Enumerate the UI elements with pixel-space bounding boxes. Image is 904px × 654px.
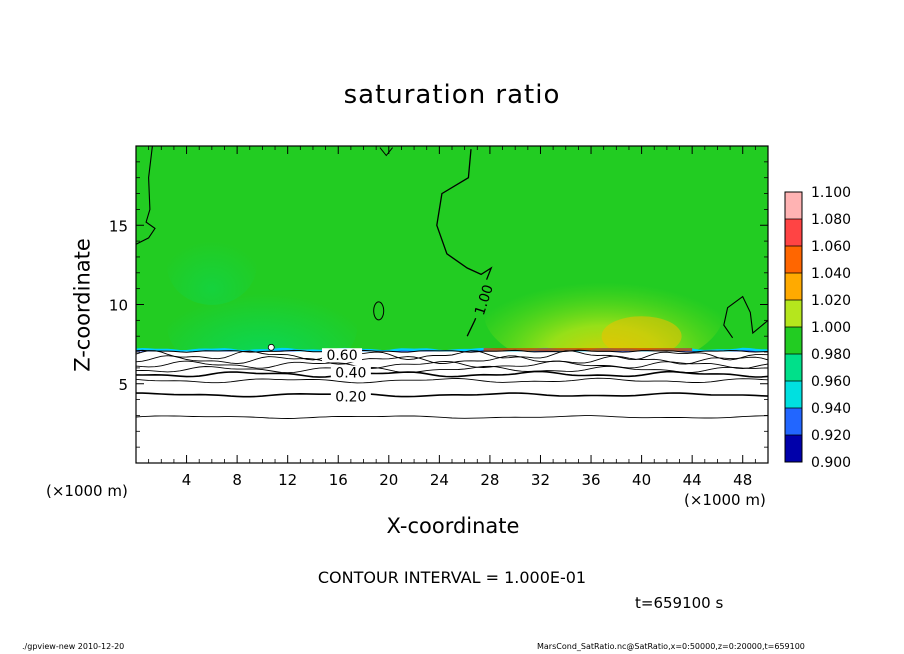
- colorbar-label: 1.060: [811, 239, 851, 255]
- x-tick-label: 48: [733, 471, 752, 489]
- colorbar-label: 1.000: [811, 320, 851, 336]
- x-axis-label: X-coordinate: [386, 514, 520, 538]
- colorbar-label: 1.040: [811, 266, 851, 282]
- contour-line: [136, 377, 768, 384]
- z-unit-label: (×1000 m): [46, 482, 128, 500]
- field-supersaturated-core: [601, 316, 682, 357]
- boundary-orange-streak: [483, 348, 693, 352]
- colorbar-label: 0.900: [811, 455, 851, 471]
- contour-1-00-top-notch: [379, 147, 393, 157]
- colorbar-label: 0.920: [811, 428, 851, 444]
- contour-interval-text: CONTOUR INTERVAL = 1.000E-01: [317, 568, 587, 587]
- contour-1-00-left: [136, 146, 156, 245]
- x-tick-label: 24: [430, 471, 449, 489]
- x-tick-label: 8: [232, 471, 242, 489]
- colorbar-label: 0.980: [811, 347, 851, 363]
- contour-label-bg: [330, 389, 371, 404]
- colorbar-label: 1.100: [811, 185, 851, 201]
- contour-line-1-00-bottom: [136, 349, 768, 353]
- contour-line: [136, 415, 768, 419]
- x-tick-label: 20: [379, 471, 398, 489]
- x-tick-label: 16: [329, 471, 348, 489]
- field-subsaturated-region: [136, 351, 768, 463]
- y-tick-label: 15: [109, 217, 128, 235]
- colorbar-swatch: [785, 435, 802, 462]
- x-unit-label: (×1000 m): [684, 491, 766, 509]
- colorbar-swatch: [785, 273, 802, 300]
- y-tick-label: 5: [118, 376, 128, 394]
- contour-line: [136, 350, 768, 361]
- contour-line: [136, 360, 768, 369]
- contour-label: 0.20: [335, 389, 366, 405]
- x-tick-label: 32: [531, 471, 550, 489]
- x-tick-label: 36: [581, 471, 600, 489]
- contour-line: [136, 392, 768, 398]
- colorbar-label: 0.940: [811, 401, 851, 417]
- time-label: t=659100 s: [635, 594, 724, 612]
- x-tick-label: 4: [182, 471, 192, 489]
- colorbar-swatch: [785, 327, 802, 354]
- colorbar-swatch: [785, 354, 802, 381]
- colorbar: 1.100 1.080 1.060 1.040 1.020 1.000 0.980 0.960…: [784, 185, 851, 471]
- colorbar-label: 1.080: [811, 212, 851, 228]
- colorbar-label: 0.960: [811, 374, 851, 390]
- contour-label-bg: [322, 348, 363, 363]
- field-near-saturated-patch-2: [166, 224, 257, 305]
- footer-right: MarsCond_SatRatio.nc@SatRatio,x=0:50000,…: [537, 642, 805, 651]
- contour-small-bubble: [267, 343, 275, 351]
- colorbar-swatch: [785, 300, 802, 327]
- chart-title: saturation ratio: [343, 80, 561, 110]
- contour-1-00-island: [373, 301, 385, 321]
- y-tick-label: 10: [109, 297, 128, 315]
- x-tick-label: 40: [632, 471, 651, 489]
- contour-lines: [136, 146, 768, 419]
- contour-label-bg: [330, 365, 371, 380]
- x-tick-label: 12: [278, 471, 297, 489]
- colorbar-swatch: [785, 192, 802, 219]
- contour-label-bg: [470, 278, 497, 321]
- colorbar-label: 1.020: [811, 293, 851, 309]
- footer-left: ./gpview-new 2010-12-20: [22, 642, 125, 651]
- contour-label: 0.60: [326, 348, 357, 364]
- x-tick-label: 28: [480, 471, 499, 489]
- contour-1-00-right: [723, 295, 768, 339]
- saturation-field: [136, 146, 768, 463]
- contour-label: 0.40: [335, 366, 366, 382]
- colorbar-swatch: [785, 381, 802, 408]
- colorbar-swatch: [785, 246, 802, 273]
- contour-line: [136, 370, 768, 378]
- y-axis-label: Z-coordinate: [70, 238, 95, 372]
- colorbar-swatch: [785, 219, 802, 246]
- contour-line: [136, 355, 768, 365]
- x-tick-label: 44: [683, 471, 702, 489]
- colorbar-swatch: [785, 408, 802, 435]
- contour-line: [136, 365, 768, 374]
